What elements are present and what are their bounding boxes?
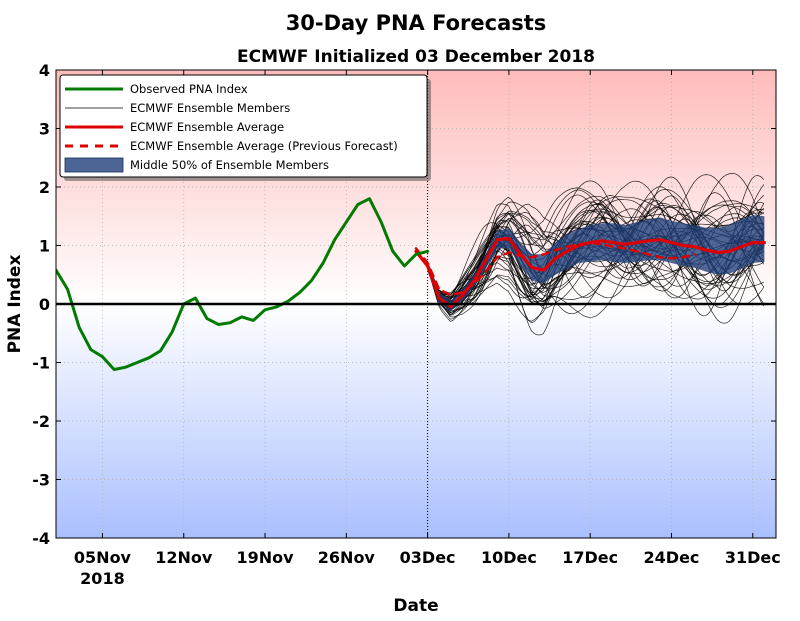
x-axis-label: Date xyxy=(393,596,438,616)
y-tick-label: -2 xyxy=(32,412,50,431)
x-tick-label: 03Dec xyxy=(400,548,456,567)
x-tick-label: 31Dec xyxy=(725,548,781,567)
y-tick-label: 0 xyxy=(39,295,50,314)
legend-label: ECMWF Ensemble Members xyxy=(130,101,290,115)
legend-swatch-band xyxy=(64,157,124,173)
x-tick-label: 26Nov xyxy=(318,548,376,567)
middle-50-band xyxy=(427,215,765,311)
x-tick-label: 19Nov xyxy=(236,548,294,567)
y-tick-label: 3 xyxy=(39,120,50,139)
x-tick-label: 12Nov xyxy=(155,548,213,567)
observed-pna-line xyxy=(56,197,430,371)
ensemble-average-line xyxy=(414,236,766,309)
previous-average-line xyxy=(414,241,696,297)
legend-label: ECMWF Ensemble Average xyxy=(130,120,284,134)
y-tick-label: -1 xyxy=(32,354,50,373)
x-tick-sublabel: 2018 xyxy=(80,569,125,588)
y-axis-label: PNA Index xyxy=(5,255,25,354)
ensemble-member-line xyxy=(423,204,764,296)
ensemble-member-line xyxy=(423,220,764,313)
legend: Observed PNA Index ECMWF Ensemble Members… xyxy=(59,74,431,181)
x-tick-label: 05Nov xyxy=(74,548,132,567)
chart-title: 30-Day PNA Forecasts xyxy=(286,11,547,35)
chart-subtitle: ECMWF Initialized 03 December 2018 xyxy=(237,47,595,67)
y-tick-label: 1 xyxy=(39,237,50,256)
legend-box xyxy=(59,74,428,178)
x-tick-label: 10Dec xyxy=(481,548,537,567)
y-tick-label: -4 xyxy=(32,529,50,548)
y-tick-label: -3 xyxy=(32,471,50,490)
x-tick-labels: 05Nov 2018 12Nov 19Nov 26Nov 03Dec 10Dec 17Dec 2… xyxy=(74,70,781,588)
ensemble-member-line xyxy=(423,201,765,296)
ensemble-member-line xyxy=(423,199,765,302)
x-tick-label: 17Dec xyxy=(562,548,618,567)
legend-label: Observed PNA Index xyxy=(130,82,248,96)
y-tick-label: 2 xyxy=(39,178,50,197)
y-tick-label: 4 xyxy=(39,61,50,80)
y-tick-labels: -4 -3 -2 -1 0 1 2 3 4 xyxy=(32,61,776,548)
x-tick-label: 24Dec xyxy=(644,548,700,567)
legend-label: ECMWF Ensemble Average (Previous Forecas… xyxy=(130,139,398,153)
legend-label: Middle 50% of Ensemble Members xyxy=(130,158,329,172)
data-layer xyxy=(56,173,766,371)
